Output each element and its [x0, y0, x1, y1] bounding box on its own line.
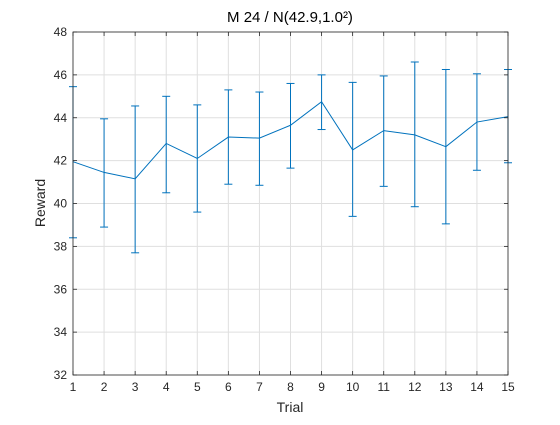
x-tick-label: 9 — [318, 380, 325, 394]
y-tick-label: 44 — [54, 111, 68, 125]
y-tick-label: 36 — [54, 282, 68, 296]
y-tick-label: 48 — [54, 25, 68, 39]
chart-title: M 24 / N(42.9,1.0²) — [227, 9, 353, 26]
x-tick-label: 5 — [194, 380, 201, 394]
series-layer — [69, 61, 512, 254]
x-axis-label: Trial — [277, 399, 304, 415]
x-tick-label: 4 — [163, 380, 170, 394]
y-tick-label: 38 — [54, 239, 68, 253]
x-tick-label: 13 — [439, 380, 453, 394]
y-tick-label: 32 — [54, 368, 68, 382]
x-tick-label: 10 — [346, 380, 360, 394]
x-tick-label: 7 — [256, 380, 263, 394]
y-tick-label: 34 — [54, 325, 68, 339]
y-tick-label: 42 — [54, 154, 68, 168]
y-axis-label: Reward — [32, 179, 48, 227]
y-tick-label: 40 — [54, 197, 68, 211]
x-tick-label: 2 — [101, 380, 108, 394]
x-tick-label: 14 — [470, 380, 484, 394]
series-line — [72, 100, 509, 180]
x-tick-label: 8 — [287, 380, 294, 394]
x-tick-label: 11 — [377, 380, 390, 394]
x-tick-label: 6 — [225, 380, 232, 394]
y-tick-label: 46 — [54, 68, 68, 82]
x-tick-label: 15 — [501, 380, 515, 394]
x-tick-label: 12 — [408, 380, 422, 394]
x-tick-label: 1 — [70, 380, 77, 394]
x-tick-label: 3 — [132, 380, 139, 394]
